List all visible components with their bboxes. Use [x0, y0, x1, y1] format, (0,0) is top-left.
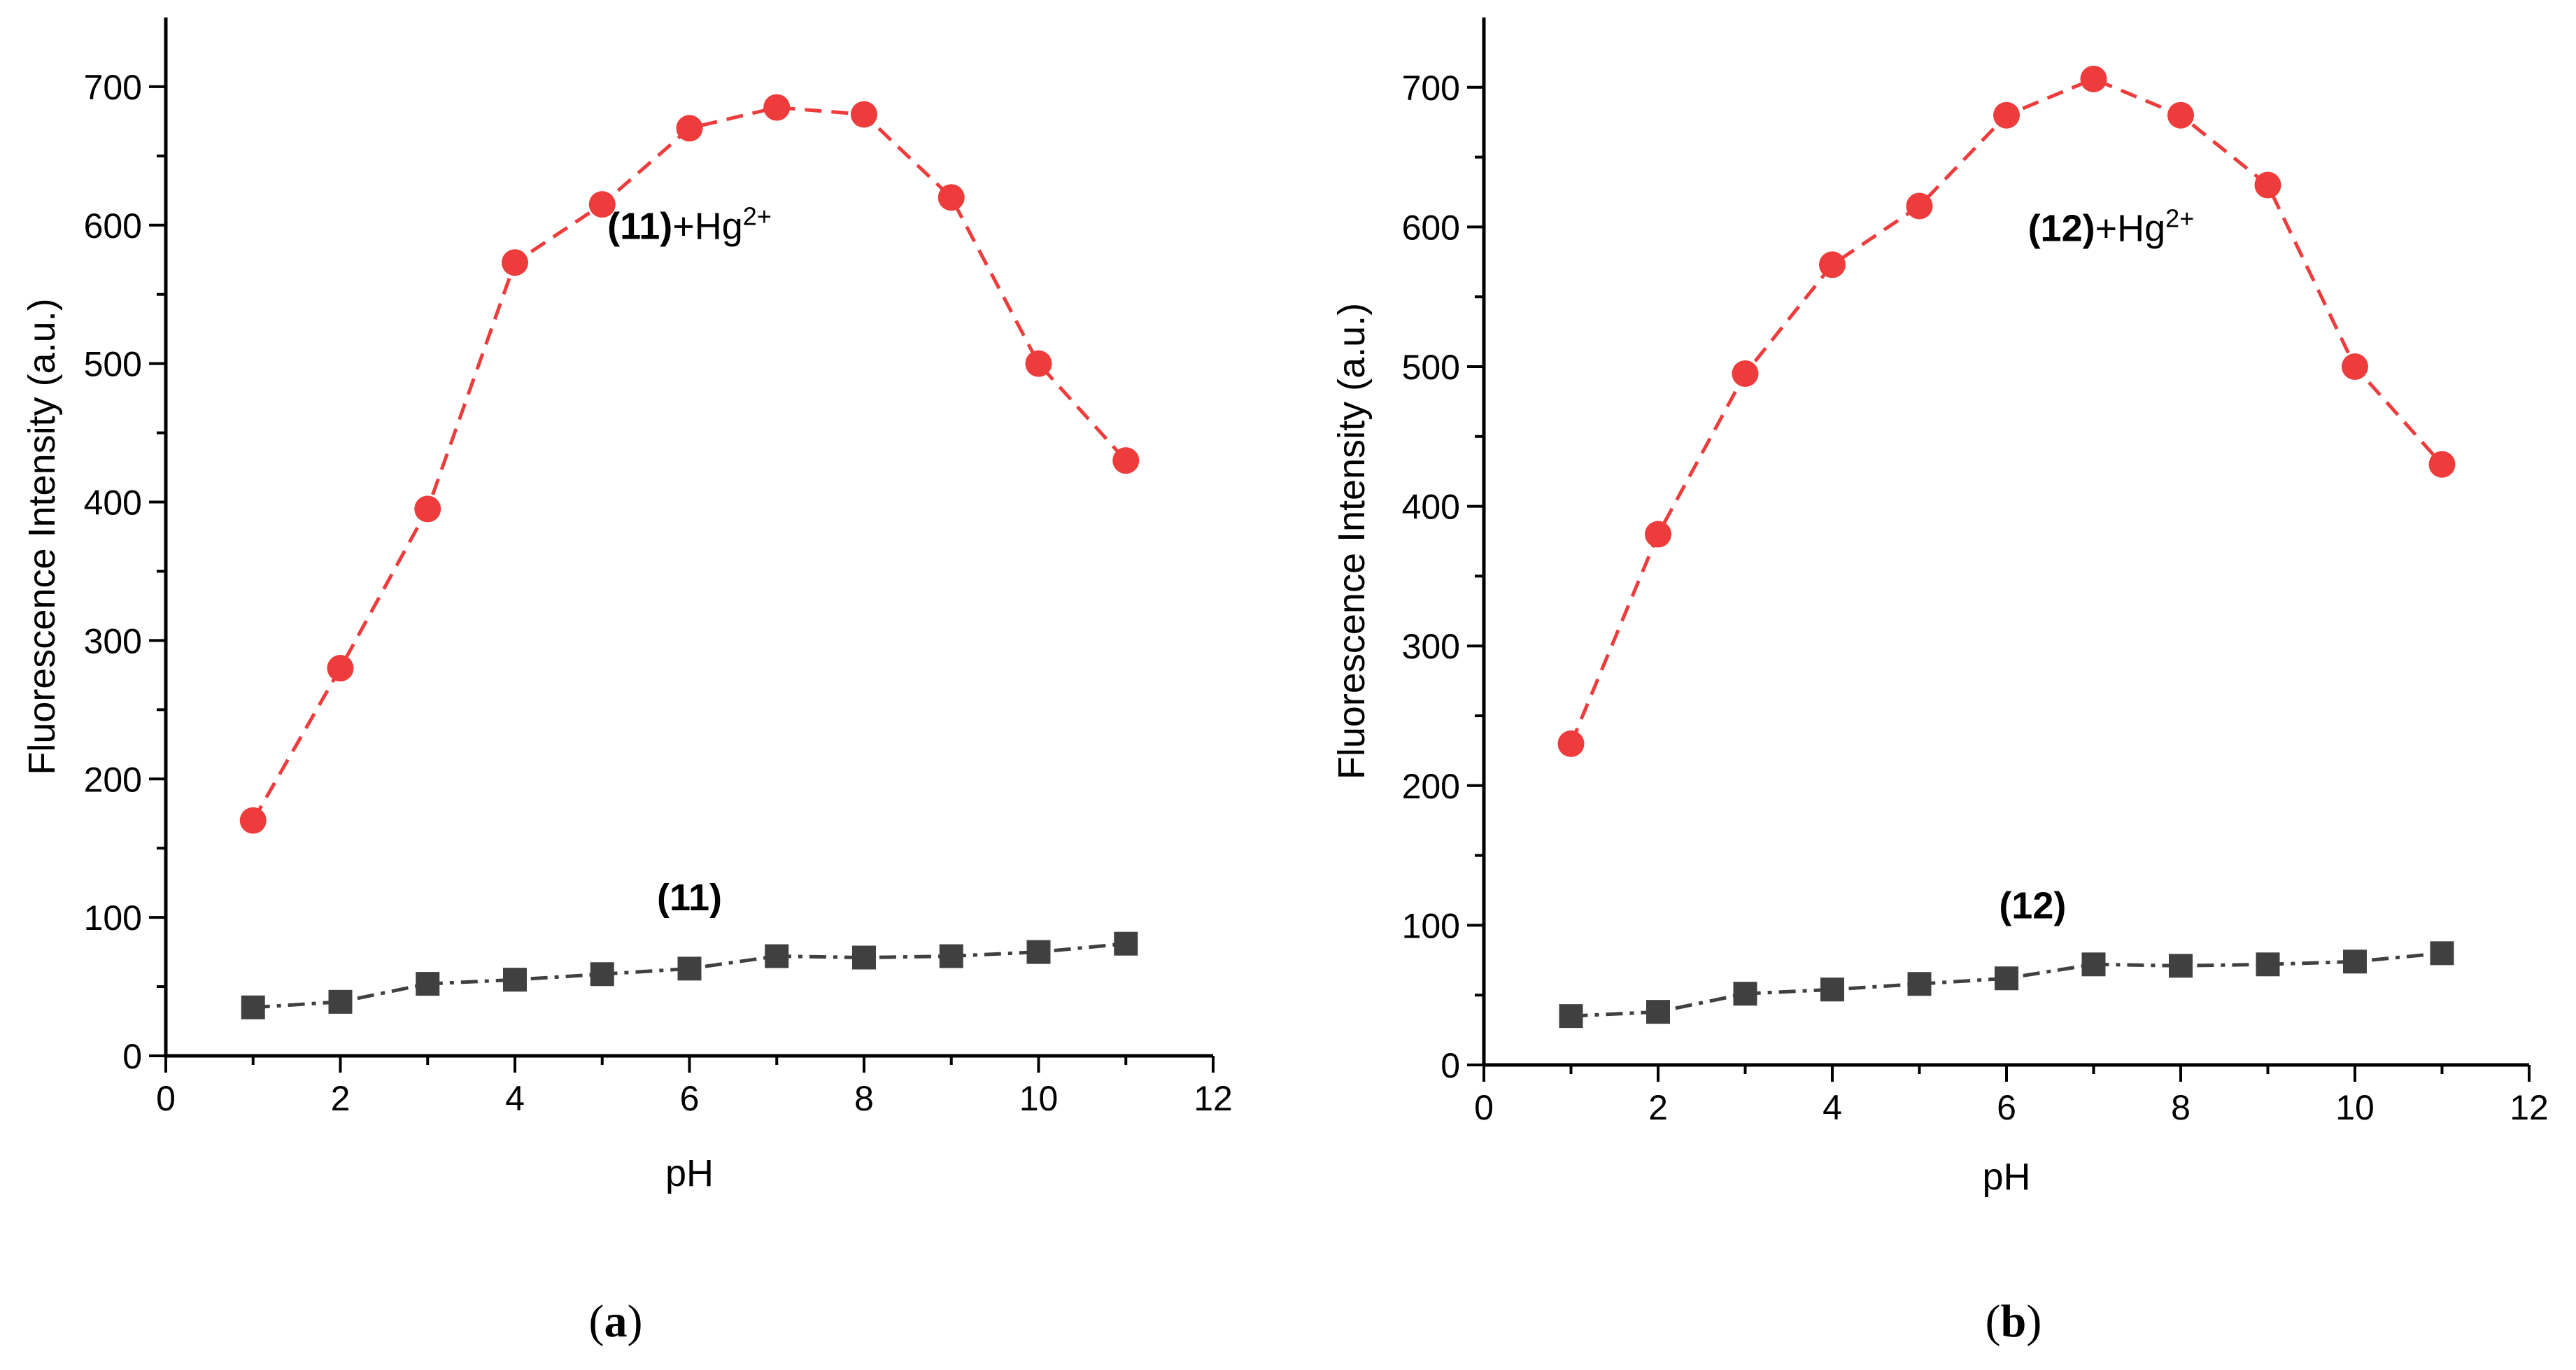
data-point-square [939, 944, 963, 968]
x-tick-label: 4 [505, 1079, 525, 1118]
annotation-probe: (12) [1999, 884, 2066, 926]
data-point-square [416, 972, 440, 996]
y-tick-label: 400 [1402, 488, 1460, 527]
data-point-circle [1557, 730, 1585, 757]
data-point-square [852, 945, 876, 970]
data-point-circle [2167, 101, 2194, 129]
x-tick-label: 6 [1997, 1088, 2016, 1127]
y-tick-label: 0 [122, 1037, 142, 1076]
data-point-square [1733, 982, 1757, 1006]
data-point-square [590, 962, 614, 987]
data-point-circle [676, 115, 703, 142]
data-point-square [1907, 972, 1932, 996]
x-tick-label: 2 [331, 1079, 351, 1118]
x-tick-label: 6 [680, 1079, 700, 1118]
data-point-circle [763, 94, 791, 121]
data-point-square [2343, 949, 2367, 974]
x-tick-label: 12 [1194, 1079, 1233, 1118]
data-point-square [2169, 954, 2193, 978]
x-axis-title: pH [1982, 1156, 2030, 1198]
data-point-circle [502, 249, 528, 276]
y-tick-label: 100 [84, 898, 142, 938]
y-tick-label: 700 [1402, 69, 1460, 108]
data-point-circle [327, 654, 354, 682]
data-point-circle [1819, 251, 1846, 278]
data-point-square [2256, 952, 2280, 977]
x-tick-label: 10 [2335, 1088, 2375, 1127]
y-tick-label: 500 [1402, 348, 1460, 387]
panel-b: 0 2 4 6 8 10 12 0 100 200 300 400 500 600 700 pH Fluores… [1331, 17, 2549, 1347]
data-point-square [2430, 941, 2454, 966]
data-point-square [328, 989, 353, 1014]
y-tick-label: 600 [1402, 208, 1460, 247]
x-tick-label: 0 [1474, 1088, 1494, 1127]
data-point-square [1026, 940, 1051, 964]
y-tick-label: 400 [84, 483, 142, 523]
data-point-square [1114, 931, 1138, 956]
annotation-with-hg: (11)+Hg2+ [607, 202, 772, 248]
x-axis-title: pH [665, 1152, 714, 1194]
y-tick-label: 700 [84, 68, 142, 107]
data-point-circle [414, 495, 441, 523]
panel-label: (b) [1986, 1296, 2042, 1347]
data-point-square [1820, 977, 1844, 1002]
data-point-square [677, 956, 702, 981]
data-point-circle [937, 184, 965, 211]
annotation-probe: (11) [657, 877, 722, 919]
x-tick-label: 12 [2510, 1088, 2549, 1127]
y-axis-title: Fluorescence Intensity (a.u.) [1331, 303, 1373, 779]
y-tick-label: 300 [1402, 627, 1460, 666]
x-tick-label: 8 [2171, 1088, 2191, 1127]
data-point-circle [1645, 521, 1671, 548]
x-tick-label: 10 [1019, 1079, 1059, 1118]
data-point-circle [1025, 350, 1052, 377]
data-point-square [2081, 952, 2106, 977]
y-tick-label: 200 [1402, 767, 1460, 806]
series-line-probe [253, 942, 1126, 1010]
series-line-probe [1571, 951, 2442, 1018]
y-axis-title: Fluorescence Intensity (a.u.) [21, 298, 63, 775]
data-point-square [503, 968, 527, 992]
annotation-with-hg: (12)+Hg2+ [2028, 204, 2195, 250]
data-point-square [765, 944, 789, 968]
x-tick-label: 4 [1823, 1088, 1842, 1127]
data-point-circle [1112, 447, 1140, 474]
x-tick-label: 2 [1648, 1088, 1668, 1127]
y-tick-label: 100 [1402, 906, 1460, 945]
data-point-circle [588, 191, 616, 218]
data-point-square [1646, 1000, 1670, 1024]
y-tick-label: 500 [84, 345, 142, 384]
series-line-with-hg [1569, 77, 2444, 744]
data-point-circle [1732, 360, 1759, 387]
data-point-circle [1993, 101, 2020, 129]
x-tick-label: 0 [156, 1079, 176, 1118]
y-tick-label: 300 [84, 621, 142, 661]
data-point-circle [851, 101, 877, 128]
panel-a: 0 2 4 6 8 10 12 0 100 200 300 400 500 600 700 pH Fluores… [21, 17, 1233, 1347]
data-point-circle [2254, 171, 2281, 199]
data-point-square [241, 995, 265, 1019]
y-tick-label: 0 [1441, 1046, 1460, 1085]
data-point-circle [2342, 353, 2368, 380]
data-point-circle [2428, 451, 2456, 478]
y-tick-label: 200 [84, 760, 142, 799]
data-point-square [1995, 966, 2018, 991]
data-point-square [1559, 1004, 1583, 1029]
x-tick-label: 8 [854, 1079, 874, 1118]
data-point-circle [2080, 65, 2107, 92]
panel-label: (a) [589, 1296, 643, 1347]
y-tick-label: 600 [84, 206, 142, 246]
data-point-circle [239, 807, 267, 834]
data-point-circle [1906, 192, 1933, 220]
